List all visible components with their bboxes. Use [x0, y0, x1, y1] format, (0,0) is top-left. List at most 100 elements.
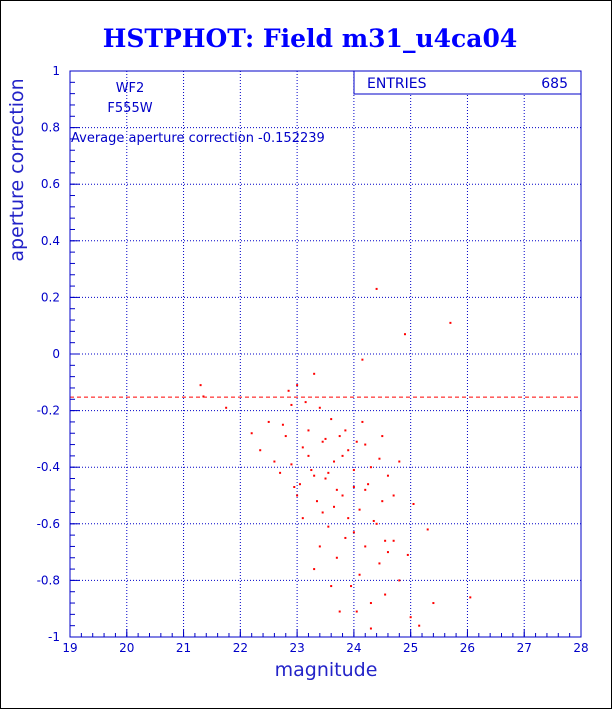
data-point [259, 449, 262, 452]
data-point [375, 287, 378, 290]
data-point [315, 500, 318, 503]
data-point [324, 477, 327, 480]
data-point [398, 579, 401, 582]
data-point [298, 483, 301, 486]
data-point [290, 403, 293, 406]
data-point [287, 389, 290, 392]
data-point [307, 454, 310, 457]
data-point [202, 395, 205, 398]
data-point [281, 423, 284, 426]
data-point [355, 440, 358, 443]
data-point [392, 539, 395, 542]
data-point [250, 432, 253, 435]
data-point [338, 610, 341, 613]
data-point [318, 406, 321, 409]
data-point [364, 545, 367, 548]
data-point [412, 502, 415, 505]
plot-area-border [69, 70, 582, 638]
data-point [296, 384, 299, 387]
data-point [284, 435, 287, 438]
data-point [352, 486, 355, 489]
data-point [318, 545, 321, 548]
y-tick-label: -0.6 [37, 517, 60, 531]
data-point [341, 494, 344, 497]
data-point [355, 610, 358, 613]
data-point [358, 508, 361, 511]
data-point [335, 488, 338, 491]
data-points [199, 287, 472, 630]
data-point [279, 471, 282, 474]
y-tick-label: -0.4 [37, 460, 60, 474]
data-point [341, 454, 344, 457]
x-tick-label: 20 [119, 641, 134, 655]
data-point [330, 585, 333, 588]
data-point [386, 551, 389, 554]
data-point [409, 616, 412, 619]
data-point [381, 435, 384, 438]
data-point [375, 522, 378, 525]
data-point [321, 511, 324, 514]
data-point [372, 519, 375, 522]
data-point [369, 466, 372, 469]
data-point [392, 494, 395, 497]
data-point [301, 517, 304, 520]
data-point [327, 471, 330, 474]
data-point [384, 593, 387, 596]
data-point [384, 539, 387, 542]
y-tick-label: -0.2 [37, 404, 60, 418]
y-tick-label: -0.8 [37, 573, 60, 587]
data-point [338, 435, 341, 438]
y-tick-label: 0.6 [41, 177, 60, 191]
data-point [330, 418, 333, 421]
data-point [267, 420, 270, 423]
data-point [273, 460, 276, 463]
data-point [333, 505, 336, 508]
data-point [293, 486, 296, 489]
data-point [418, 624, 421, 627]
y-tick-label: 0 [52, 347, 60, 361]
chart-title: HSTPHOT: Field m31_u4ca04 [103, 24, 517, 53]
data-point [313, 568, 316, 571]
y-tick-label: -1 [48, 630, 60, 644]
data-point [347, 449, 350, 452]
data-point [335, 556, 338, 559]
data-point [296, 494, 299, 497]
data-point [378, 562, 381, 565]
x-tick-label: 27 [517, 641, 532, 655]
data-point [469, 596, 472, 599]
data-point [364, 488, 367, 491]
data-point [403, 333, 406, 336]
data-point [449, 321, 452, 324]
y-axis-title: aperture correction [6, 78, 28, 261]
x-tick-label: 28 [573, 641, 588, 655]
data-point [347, 517, 350, 520]
x-tick-label: 19 [62, 641, 77, 655]
data-point [327, 525, 330, 528]
data-point [361, 420, 364, 423]
x-tick-label: 23 [289, 641, 304, 655]
y-tick-label: 0.4 [41, 234, 60, 248]
data-point [324, 437, 327, 440]
data-point [344, 429, 347, 432]
data-point [310, 469, 313, 472]
x-tick-label: 21 [176, 641, 191, 655]
data-point [358, 573, 361, 576]
stats-box: ENTRIES 685 [353, 70, 582, 95]
data-point [361, 358, 364, 361]
data-point [378, 457, 381, 460]
stats-box-frame [353, 70, 582, 95]
data-point [321, 440, 324, 443]
data-point [352, 531, 355, 534]
average-annotation: Average aperture correction -0.152239 [71, 131, 325, 146]
x-tick-label: 25 [403, 641, 418, 655]
data-point [350, 585, 353, 588]
filter-annotation: F555W [107, 101, 152, 116]
data-point [225, 406, 228, 409]
data-point [313, 372, 316, 375]
data-point [352, 469, 355, 472]
axis-ticks [69, 70, 582, 638]
data-point [364, 443, 367, 446]
data-point [381, 500, 384, 503]
y-tick-label: 0.8 [41, 121, 60, 135]
data-point [333, 460, 336, 463]
